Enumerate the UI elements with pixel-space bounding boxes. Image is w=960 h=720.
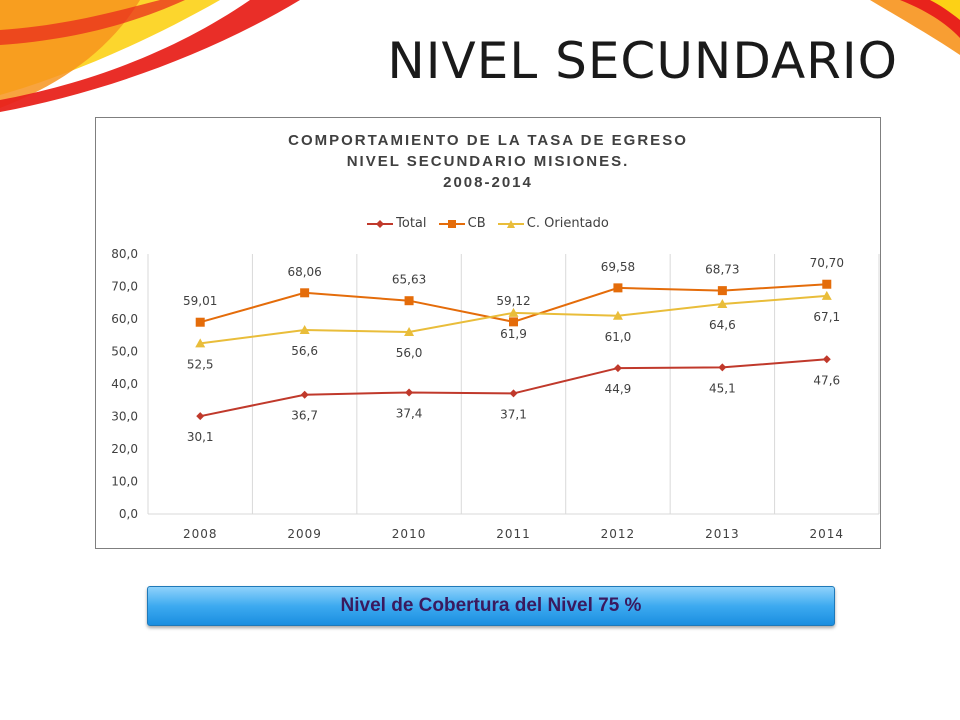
- stripe-yellow-right: [930, 0, 960, 20]
- y-tick-label: 70,0: [111, 280, 138, 294]
- y-tick-label: 20,0: [111, 442, 138, 456]
- y-tick-label: 50,0: [111, 345, 138, 359]
- data-label-c-orientado: 61,9: [500, 327, 527, 341]
- legend-marker-total: [367, 219, 394, 228]
- point-total: [509, 389, 518, 398]
- point-cb: [509, 317, 518, 327]
- data-label-total: 45,1: [709, 381, 736, 395]
- y-tick-label: 40,0: [111, 377, 138, 391]
- y-tick-label: 30,0: [111, 410, 138, 424]
- data-label-total: 36,7: [291, 409, 318, 423]
- point-c-orientado: [404, 327, 415, 336]
- legend-item-cb: CB: [438, 216, 486, 231]
- legend-item-c-orientado: C. Orientado: [497, 216, 609, 231]
- chart-title-line-1: COMPORTAMIENTO DE LA TASA DE EGRESO: [288, 132, 688, 149]
- point-c-orientado: [612, 310, 623, 320]
- legend-label-c-orientado: C. Orientado: [526, 216, 609, 231]
- data-label-cb: 68,06: [287, 265, 321, 279]
- chart-title-line-2: NIVEL SECUNDARIO MISIONES.: [346, 153, 630, 170]
- x-tick-label: 2010: [392, 527, 427, 541]
- y-tick-label: 10,0: [111, 475, 138, 489]
- point-total: [300, 390, 309, 399]
- data-label-cb: 59,01: [183, 294, 217, 308]
- point-c-orientado: [195, 338, 206, 348]
- data-label-c-orientado: 56,0: [396, 346, 423, 360]
- point-c-orientado: [299, 325, 310, 335]
- plot-area: 0,0 10,0 20,0 30,0 40,0 50,0 60,0 70,0 80,0 2008 2…: [111, 247, 880, 541]
- chart-frame: COMPORTAMIENTO DE LA TASA DE EGRESO NIVE…: [95, 117, 881, 549]
- chart-title-line-3: 2008-2014: [443, 174, 533, 191]
- legend-marker-c-orientado: [497, 219, 524, 228]
- stripe-red-left: [0, 0, 300, 112]
- data-label-c-orientado: 52,5: [187, 357, 214, 371]
- data-label-cb: 59,12: [496, 294, 530, 308]
- point-c-orientado: [821, 290, 832, 300]
- stripe-red-right: [900, 0, 960, 38]
- point-cb: [822, 279, 832, 289]
- y-tick-label: 60,0: [111, 312, 138, 326]
- x-tick-label: 2012: [601, 527, 636, 541]
- point-c-orientado: [508, 307, 519, 317]
- point-cb: [300, 288, 310, 298]
- point-c-orientado: [717, 299, 728, 309]
- point-total: [718, 363, 727, 372]
- legend-label-cb: CB: [467, 216, 486, 231]
- chart-title: COMPORTAMIENTO DE LA TASA DE EGRESO NIVE…: [96, 130, 880, 193]
- point-cb: [404, 296, 414, 306]
- point-total: [822, 355, 831, 364]
- data-label-total: 30,1: [187, 430, 214, 444]
- data-label-total: 44,9: [605, 382, 632, 396]
- data-label-cb: 65,63: [392, 273, 426, 287]
- point-total: [196, 412, 205, 421]
- data-label-total: 47,6: [813, 373, 840, 387]
- coverage-banner: Nivel de Cobertura del Nivel 75 %: [147, 586, 835, 626]
- legend-marker-cb: [438, 219, 465, 228]
- point-cb: [613, 283, 623, 293]
- data-label-cb: 68,73: [705, 263, 739, 277]
- data-label-cb: 69,58: [601, 260, 635, 274]
- data-label-c-orientado: 67,1: [813, 310, 840, 324]
- stripe-red-left-2: [0, 0, 185, 45]
- y-tick-label: 0,0: [119, 507, 138, 521]
- x-tick-label: 2008: [183, 527, 218, 541]
- legend-item-total: Total: [367, 216, 427, 231]
- data-label-c-orientado: 56,6: [291, 344, 318, 358]
- legend-label-total: Total: [396, 216, 427, 231]
- decorative-stripes: [0, 0, 960, 112]
- slide-title: NIVEL SECUNDARIO: [387, 32, 898, 90]
- point-total: [405, 388, 414, 397]
- x-tick-label: 2014: [810, 527, 845, 541]
- x-tick-label: 2013: [705, 527, 740, 541]
- point-cb: [717, 286, 727, 296]
- data-label-cb: 70,70: [810, 256, 844, 270]
- chart-legend: Total CB C. Orientado: [96, 216, 880, 233]
- data-label-total: 37,1: [500, 407, 527, 421]
- data-label-c-orientado: 64,6: [709, 318, 736, 332]
- point-total: [613, 364, 622, 373]
- x-tick-label: 2009: [287, 527, 322, 541]
- y-tick-label: 80,0: [111, 247, 138, 261]
- data-label-c-orientado: 61,0: [605, 330, 632, 344]
- data-label-total: 37,4: [396, 406, 423, 420]
- x-tick-label: 2011: [496, 527, 531, 541]
- point-cb: [195, 317, 205, 327]
